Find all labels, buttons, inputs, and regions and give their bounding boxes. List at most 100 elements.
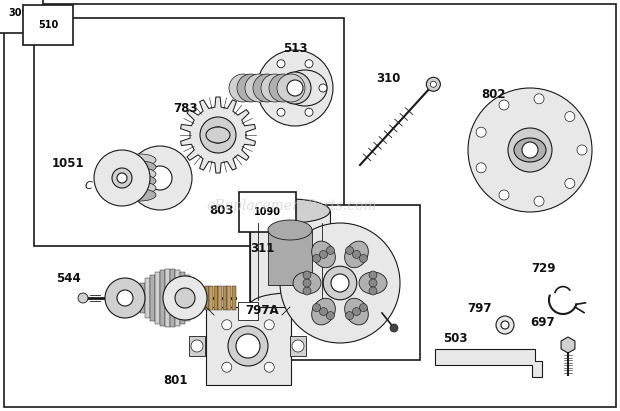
Bar xyxy=(205,293,210,303)
Circle shape xyxy=(390,324,398,332)
Circle shape xyxy=(312,254,321,262)
Bar xyxy=(145,279,149,318)
Ellipse shape xyxy=(312,241,335,268)
Circle shape xyxy=(345,247,353,254)
Bar xyxy=(135,288,140,309)
Circle shape xyxy=(319,84,327,92)
Text: 797: 797 xyxy=(467,302,492,314)
Bar xyxy=(165,269,169,327)
Circle shape xyxy=(522,142,538,158)
Circle shape xyxy=(369,287,377,295)
Text: 510: 510 xyxy=(38,20,58,30)
Circle shape xyxy=(476,127,486,137)
Bar xyxy=(223,286,226,310)
Ellipse shape xyxy=(287,80,303,96)
Ellipse shape xyxy=(257,50,333,126)
Ellipse shape xyxy=(117,173,127,183)
Circle shape xyxy=(292,340,304,352)
Polygon shape xyxy=(180,97,255,173)
Circle shape xyxy=(369,271,377,279)
Ellipse shape xyxy=(163,276,207,320)
Bar xyxy=(34,18,344,246)
Circle shape xyxy=(353,250,360,259)
Ellipse shape xyxy=(277,74,305,102)
Circle shape xyxy=(499,190,509,200)
Circle shape xyxy=(303,271,311,279)
Text: 1051: 1051 xyxy=(51,157,84,169)
Ellipse shape xyxy=(148,166,172,190)
Ellipse shape xyxy=(269,74,297,102)
Circle shape xyxy=(430,81,436,87)
Bar xyxy=(189,336,205,356)
Circle shape xyxy=(264,362,274,372)
Bar xyxy=(180,272,185,324)
Circle shape xyxy=(331,274,349,292)
Bar xyxy=(175,270,180,326)
Ellipse shape xyxy=(117,290,133,306)
Bar xyxy=(155,272,159,324)
Ellipse shape xyxy=(312,298,335,325)
Circle shape xyxy=(191,340,203,352)
Bar xyxy=(238,302,258,320)
Polygon shape xyxy=(561,337,575,353)
Bar xyxy=(290,336,306,356)
Circle shape xyxy=(476,163,486,173)
Text: 801: 801 xyxy=(164,374,188,386)
Ellipse shape xyxy=(124,161,156,173)
Circle shape xyxy=(353,307,360,316)
Text: 803: 803 xyxy=(210,203,234,217)
Circle shape xyxy=(222,320,232,330)
Ellipse shape xyxy=(345,241,368,268)
Circle shape xyxy=(499,100,509,110)
Circle shape xyxy=(263,84,271,92)
Ellipse shape xyxy=(293,272,321,294)
Circle shape xyxy=(534,94,544,104)
Ellipse shape xyxy=(229,74,257,102)
Bar xyxy=(140,283,144,313)
Ellipse shape xyxy=(250,199,330,223)
Circle shape xyxy=(264,320,274,330)
Bar xyxy=(250,211,330,306)
Ellipse shape xyxy=(345,298,368,325)
Circle shape xyxy=(78,293,88,303)
Text: 797A: 797A xyxy=(245,303,279,316)
Ellipse shape xyxy=(250,293,330,317)
Bar xyxy=(250,205,420,360)
Text: 802: 802 xyxy=(480,88,505,102)
Text: 697: 697 xyxy=(531,316,556,328)
Ellipse shape xyxy=(124,168,156,180)
Ellipse shape xyxy=(279,72,311,104)
Circle shape xyxy=(326,312,334,320)
Circle shape xyxy=(305,60,313,68)
Ellipse shape xyxy=(124,154,156,166)
Text: 544: 544 xyxy=(56,272,81,284)
Bar xyxy=(206,307,291,385)
Ellipse shape xyxy=(128,146,192,210)
Circle shape xyxy=(228,326,268,366)
Circle shape xyxy=(236,334,260,358)
Text: 503: 503 xyxy=(443,332,467,344)
Circle shape xyxy=(280,223,400,343)
Circle shape xyxy=(323,266,356,300)
Ellipse shape xyxy=(359,272,387,294)
Text: 513: 513 xyxy=(283,42,308,55)
Circle shape xyxy=(508,128,552,172)
Ellipse shape xyxy=(124,175,156,187)
Text: eReplacementParts.com: eReplacementParts.com xyxy=(206,199,376,212)
Bar xyxy=(218,286,222,310)
Circle shape xyxy=(319,250,327,259)
Circle shape xyxy=(319,307,327,316)
Bar xyxy=(205,286,208,310)
Text: 310: 310 xyxy=(376,72,400,85)
Ellipse shape xyxy=(124,182,156,194)
Ellipse shape xyxy=(268,220,312,240)
Bar xyxy=(160,270,164,326)
Bar xyxy=(209,286,213,310)
Ellipse shape xyxy=(124,189,156,201)
Ellipse shape xyxy=(206,127,230,143)
Circle shape xyxy=(277,108,285,116)
Bar xyxy=(185,275,190,321)
Circle shape xyxy=(360,304,368,312)
Bar xyxy=(213,286,218,310)
Bar xyxy=(190,279,195,318)
